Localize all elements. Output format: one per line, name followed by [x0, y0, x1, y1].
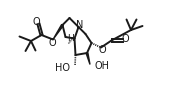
- Text: O: O: [122, 34, 130, 44]
- Text: OH: OH: [94, 61, 109, 71]
- Text: O: O: [99, 45, 106, 55]
- Text: O: O: [49, 38, 56, 47]
- Text: H: H: [67, 34, 74, 44]
- Text: O: O: [32, 17, 40, 27]
- Text: N: N: [76, 19, 84, 30]
- Polygon shape: [86, 53, 90, 64]
- Text: HO: HO: [55, 63, 71, 73]
- Polygon shape: [53, 24, 63, 39]
